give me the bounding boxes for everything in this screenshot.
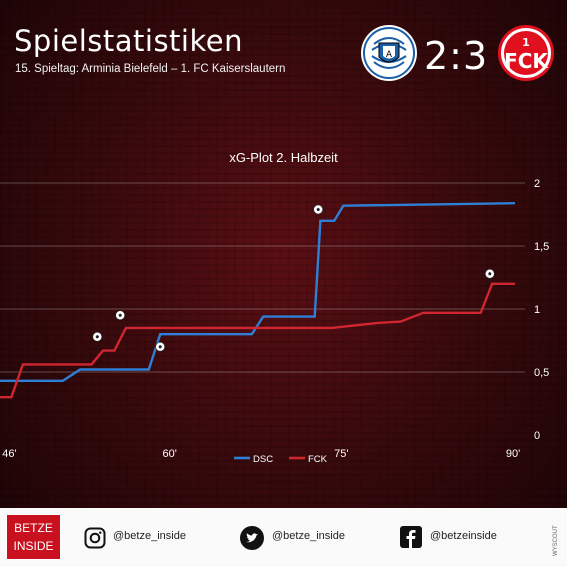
match-score: 2:3 — [424, 34, 489, 78]
x-tick-label: 46' — [2, 448, 16, 460]
legend-label: FCK — [308, 454, 328, 465]
ball-patch — [158, 345, 162, 349]
y-tick-label: 1,5 — [534, 241, 549, 253]
badge-line-1: BETZE — [14, 521, 53, 535]
goal-ball-icon — [155, 341, 166, 352]
betze-inside-logo: BETZE INSIDE — [6, 514, 61, 560]
series-line-fck — [0, 282, 515, 399]
page-title: Spielstatistiken — [14, 24, 243, 58]
ball-patch — [95, 334, 99, 339]
instagram-handle[interactable]: @betze_inside — [113, 530, 186, 542]
x-tick-label: 75' — [334, 448, 348, 460]
ball-patch — [316, 207, 320, 211]
xg-chart: 0 0,5 1 1,5 2 46' 60' 75' 90' DSC FCK — [0, 178, 549, 465]
twitter-icon[interactable] — [240, 526, 264, 550]
series-line-dsc — [0, 202, 516, 382]
goal-ball-icon — [313, 204, 324, 215]
goal-ball-icon — [92, 331, 103, 342]
wyscout-credit: WYSCOUT — [553, 525, 559, 556]
fck-crest-icon: 1 FCK — [498, 25, 554, 81]
y-tick-label: 0 — [534, 430, 540, 442]
x-tick-label: 90' — [506, 448, 520, 460]
goal-ball-icon — [484, 268, 495, 279]
x-tick-label: 60' — [162, 448, 176, 460]
facebook-icon[interactable] — [400, 526, 422, 548]
legend-label: DSC — [253, 454, 273, 465]
ball-patch — [488, 271, 492, 276]
goal-ball-icon — [115, 310, 126, 321]
svg-text:FCK: FCK — [504, 49, 549, 73]
footer: BETZE INSIDE @betze_inside @betze_inside… — [0, 508, 567, 567]
instagram-icon[interactable] — [84, 527, 106, 549]
chart-title: xG-Plot 2. Halbzeit — [229, 150, 338, 165]
match-subtitle: 15. Spieltag: Arminia Bielefeld – 1. FC … — [15, 63, 286, 75]
y-tick-label: 1 — [534, 304, 540, 316]
arminia-bielefeld-crest-icon: A — [361, 25, 417, 81]
twitter-handle[interactable]: @betze_inside — [272, 530, 345, 542]
svg-text:A: A — [386, 50, 393, 60]
ball-patch — [118, 313, 122, 317]
svg-text:1: 1 — [522, 36, 530, 49]
y-tick-label: 2 — [534, 178, 540, 190]
y-tick-label: 0,5 — [534, 367, 549, 379]
facebook-handle[interactable]: @betzeinside — [430, 530, 497, 542]
badge-line-2: INSIDE — [13, 539, 54, 553]
